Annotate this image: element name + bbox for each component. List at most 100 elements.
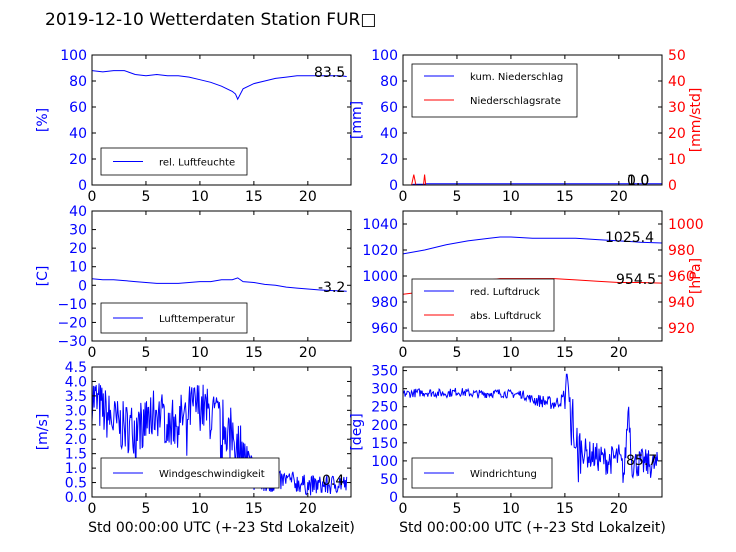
- y-tick-label: 1040: [362, 217, 398, 233]
- x-tick-label: 0: [88, 345, 97, 361]
- y-tick-label: 980: [371, 295, 398, 311]
- y-tick-label: 40: [380, 126, 398, 142]
- y2-tick-label: 960: [668, 269, 695, 285]
- x-tick-label: 20: [610, 501, 628, 517]
- x-tick-label: 5: [452, 345, 461, 361]
- y2-tick-label: 1000: [668, 217, 704, 233]
- y-axis-label: [m/s]: [35, 414, 51, 451]
- y-tick-label: 1020: [362, 243, 398, 259]
- x-tick-label: 15: [556, 189, 574, 205]
- y-tick-label: 1000: [362, 269, 398, 285]
- last-value-label: 83.5: [314, 65, 345, 81]
- y2-tick-label: 940: [668, 295, 695, 311]
- x-tick-label: 0: [399, 501, 408, 517]
- x-tick-label: 10: [191, 189, 209, 205]
- y-tick-label: 2.5: [65, 418, 87, 434]
- plot-frame-wind_direction: [402, 366, 663, 498]
- y-tick-label: 1.0: [65, 461, 87, 477]
- x-tick-label: 5: [452, 189, 461, 205]
- x-tick-label: 0: [399, 189, 408, 205]
- y-tick-label: 3.0: [65, 403, 87, 419]
- last-value-label: -3.2: [318, 280, 345, 296]
- y-tick-label: 0: [78, 178, 87, 194]
- x-tick-label: 15: [556, 501, 574, 517]
- last-value-label: 0.4: [322, 473, 344, 489]
- y2-axis-label: [hPa]: [688, 258, 704, 294]
- y-tick-label: 4.5: [65, 360, 87, 376]
- x-tick-label: 10: [502, 189, 520, 205]
- x-tick-label: 20: [299, 189, 317, 205]
- plot-frame-temperature: [91, 210, 352, 342]
- x-tick-label: 15: [245, 501, 263, 517]
- series-line-humidity-0: [92, 70, 347, 101]
- x-tick-label: 0: [88, 189, 97, 205]
- y-tick-label: 60: [380, 100, 398, 116]
- x-tick-label: 20: [610, 189, 628, 205]
- y-tick-label: −30: [57, 334, 87, 350]
- y-axis-label: [C]: [35, 266, 51, 287]
- legend-label: rel. Luftfeuchte: [159, 158, 235, 169]
- y-tick-label: −10: [57, 297, 87, 313]
- last-value-label: 1025.4: [605, 230, 654, 246]
- x-tick-label: 10: [191, 501, 209, 517]
- y-tick-label: 60: [69, 100, 87, 116]
- legend-box-precipitation: [411, 63, 578, 118]
- series-line-pressure-0: [403, 236, 662, 255]
- legend-label: kum. Niederschlag: [470, 72, 563, 83]
- x-tick-label: 15: [556, 345, 574, 361]
- last-value-label: 954.5: [616, 272, 656, 288]
- y2-tick-label: 0: [668, 178, 677, 194]
- x-axis-label: Std 00:00:00 UTC (+-23 Std Lokalzeit): [399, 520, 666, 536]
- plot-frame-precipitation: [402, 54, 663, 186]
- y-tick-label: 0: [389, 178, 398, 194]
- figure-title: 2019-12-10 Wetterdaten Station FUR□: [45, 10, 377, 30]
- series-line-wind_speed-0: [92, 383, 348, 496]
- series-line-precipitation-1: [403, 174, 662, 185]
- series-line-temperature-0: [92, 277, 347, 292]
- x-tick-label: 5: [141, 345, 150, 361]
- y-tick-label: 100: [60, 48, 87, 64]
- x-tick-label: 10: [191, 345, 209, 361]
- x-tick-label: 20: [610, 345, 628, 361]
- y2-tick-label: 30: [668, 100, 686, 116]
- legend-label: Lufttemperatur: [159, 314, 236, 325]
- y-tick-label: 0.5: [65, 476, 87, 492]
- y-tick-label: 40: [69, 126, 87, 142]
- plot-frame-wind_speed: [91, 366, 352, 498]
- series-line-wind_direction-0: [403, 373, 659, 483]
- legend-box-pressure: [411, 278, 555, 332]
- last-value-label: 1.0: [627, 173, 649, 189]
- y-tick-label: 0: [389, 490, 398, 506]
- y2-tick-label: 50: [668, 48, 686, 64]
- y-tick-label: 80: [69, 74, 87, 90]
- plot-frame-humidity: [91, 54, 352, 186]
- x-tick-label: 5: [141, 501, 150, 517]
- y-tick-label: 960: [371, 321, 398, 337]
- x-axis-label: Std 00:00:00 UTC (+-23 Std Lokalzeit): [88, 520, 355, 536]
- x-tick-label: 15: [245, 345, 263, 361]
- x-tick-label: 10: [502, 501, 520, 517]
- y-tick-label: 50: [380, 472, 398, 488]
- y2-tick-label: 920: [668, 321, 695, 337]
- y-tick-label: 20: [69, 152, 87, 168]
- y-tick-label: 150: [371, 436, 398, 452]
- legend-label: abs. Luftdruck: [470, 311, 541, 322]
- y-tick-label: 300: [371, 382, 398, 398]
- y-tick-label: 250: [371, 400, 398, 416]
- x-tick-label: 20: [299, 501, 317, 517]
- x-tick-label: 20: [299, 345, 317, 361]
- y2-tick-label: 980: [668, 243, 695, 259]
- y-axis-label: [mm]: [349, 101, 365, 139]
- y-tick-label: 4.0: [65, 374, 87, 390]
- y-tick-label: 200: [371, 418, 398, 434]
- legend-label: Niederschlagsrate: [470, 96, 561, 107]
- y-tick-label: 40: [69, 204, 87, 220]
- y2-tick-label: 10: [668, 152, 686, 168]
- legend-label: Windgeschwindigkeit: [159, 469, 265, 480]
- y-tick-label: −20: [57, 315, 87, 331]
- y2-tick-label: 40: [668, 74, 686, 90]
- y-tick-label: 2.0: [65, 432, 87, 448]
- x-tick-label: 0: [399, 345, 408, 361]
- x-tick-label: 15: [245, 189, 263, 205]
